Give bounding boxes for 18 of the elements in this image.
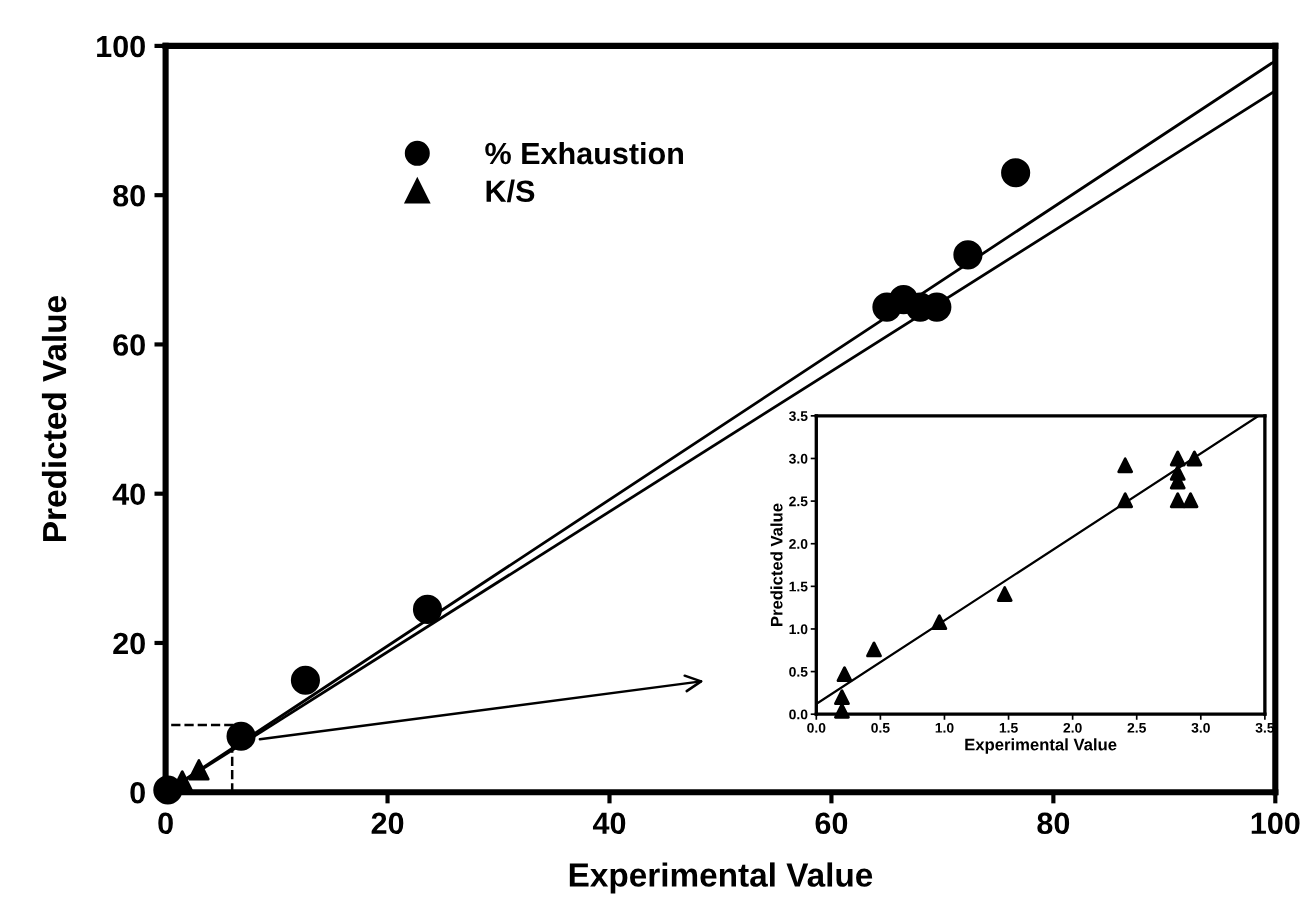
- legend-label: % Exhaustion: [485, 141, 683, 165]
- x-axis-title: Experimental Value: [965, 738, 1117, 754]
- x-tick-label: 0: [158, 812, 173, 835]
- y-axis-title: Predicted Value: [41, 296, 67, 541]
- x-tick-label: 40: [592, 812, 626, 835]
- x-tick-label: 100: [1251, 812, 1300, 835]
- y-tick-label: 40: [112, 483, 145, 506]
- y-tick-label: 0: [130, 781, 145, 804]
- y-axis-title: Predicted Value: [770, 503, 783, 626]
- y-tick-label: 80: [113, 184, 145, 207]
- y-tick-label: 60: [113, 334, 145, 356]
- x-tick-label: 80: [1037, 812, 1070, 835]
- x-tick-label: 60: [815, 812, 848, 835]
- y-tick-label: 100: [97, 35, 145, 58]
- legend-label: K/S: [486, 179, 535, 203]
- x-axis-title: Experimental Value: [569, 862, 873, 894]
- x-tick-label: 20: [371, 812, 404, 835]
- y-tick-label: 20: [113, 632, 145, 655]
